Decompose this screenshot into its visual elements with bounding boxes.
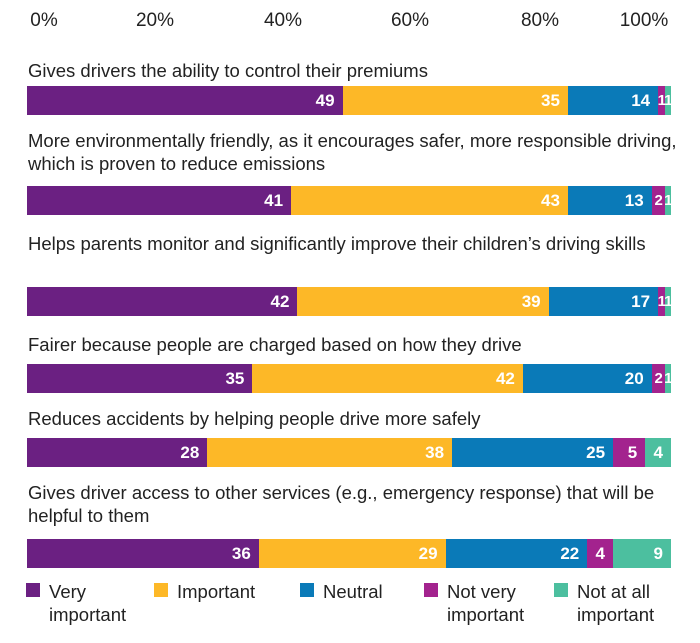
bar-segment — [258, 539, 446, 568]
bar-segment — [613, 438, 646, 467]
bar-segment — [342, 86, 568, 115]
data-label: 2 — [654, 370, 662, 387]
data-label: 5 — [627, 443, 638, 462]
bar-segment — [27, 364, 253, 393]
bar-segment — [613, 539, 671, 568]
legend-label: Important — [177, 581, 256, 602]
data-label: 43 — [541, 191, 560, 210]
bar-segment — [207, 438, 453, 467]
bar-segment — [27, 438, 208, 467]
bar-segment — [664, 86, 671, 115]
bar-row: 49 35 14 1 1 — [27, 86, 672, 115]
x-tick-label: 20% — [135, 10, 175, 31]
data-label: 1 — [664, 293, 672, 310]
bar-segment — [27, 86, 343, 115]
data-label: 42 — [495, 369, 515, 388]
data-label: 1 — [657, 92, 666, 109]
bar-segment — [291, 186, 568, 215]
data-label: 4 — [653, 443, 663, 462]
data-label: 49 — [315, 91, 335, 110]
data-label: 1 — [657, 293, 666, 310]
bar-segment — [567, 86, 659, 115]
data-label: 13 — [624, 191, 644, 210]
category-label: Reduces accidents by helping people driv… — [28, 408, 481, 429]
bar-segment — [658, 287, 665, 316]
data-label: 38 — [425, 443, 445, 462]
x-tick-label: 100% — [619, 10, 669, 31]
data-label: 4 — [595, 544, 606, 563]
data-label: 36 — [231, 544, 251, 563]
data-label: 28 — [180, 443, 200, 462]
bar-row: 28 38 25 5 4 — [27, 438, 671, 467]
bar-segment — [522, 364, 652, 393]
data-label: 29 — [418, 544, 438, 563]
legend-swatch — [26, 583, 40, 597]
bar-segment — [548, 287, 659, 316]
legend-swatch — [424, 583, 438, 597]
bar-segment — [664, 364, 671, 393]
bar-segment — [567, 186, 652, 215]
bar-segment — [252, 364, 523, 393]
bar-segment — [587, 539, 614, 568]
data-label: 35 — [225, 369, 245, 388]
data-label: 20 — [624, 369, 644, 388]
data-label: 17 — [631, 292, 651, 311]
bar-segment — [664, 287, 671, 316]
data-label: 1 — [664, 92, 672, 109]
data-label: 39 — [521, 292, 541, 311]
bar-row: 35 42 20 2 1 — [27, 364, 672, 393]
bar-segment — [651, 186, 665, 215]
category-label: More environmentally friendly, as it enc… — [28, 130, 677, 174]
data-label: 25 — [586, 443, 606, 462]
bar-row: 41 43 13 2 1 — [27, 186, 672, 215]
bar-row: 36 29 22 4 9 — [27, 539, 671, 568]
bar-segment — [27, 287, 298, 316]
data-label: 22 — [560, 544, 580, 563]
bar-segment — [27, 186, 292, 215]
data-label: 41 — [264, 191, 284, 210]
legend-label: Very important — [49, 581, 127, 625]
legend-label: Not at all important — [577, 581, 655, 625]
legend-swatch — [154, 583, 168, 597]
legend: Very important Important Neutral Not very i… — [0, 580, 700, 640]
x-tick-label: 80% — [520, 10, 560, 31]
bar-segment — [452, 438, 614, 467]
legend-swatch — [554, 583, 568, 597]
x-tick-label: 60% — [390, 10, 430, 31]
data-label: 9 — [653, 544, 663, 563]
legend-label: Not very important — [447, 581, 525, 625]
category-label: Gives driver access to other services (e… — [28, 482, 655, 526]
data-label: 14 — [631, 91, 651, 110]
category-label: Helps parents monitor and significantly … — [28, 233, 646, 254]
data-label: 1 — [664, 370, 672, 387]
bar-row: 42 39 17 1 1 — [27, 287, 672, 316]
bar-segment — [645, 438, 671, 467]
bar-segment — [445, 539, 588, 568]
x-tick-label: 0% — [30, 10, 58, 31]
legend-swatch — [300, 583, 314, 597]
x-tick-label: 40% — [263, 10, 303, 31]
bar-segment — [27, 539, 259, 568]
bar-segment — [651, 364, 665, 393]
legend-label: Neutral — [323, 581, 383, 602]
x-axis: 0% 20% 40% 60% 80% 100% — [0, 0, 700, 45]
data-label: 2 — [654, 192, 662, 209]
category-label: Gives drivers the ability to control the… — [28, 60, 428, 81]
data-label: 42 — [270, 292, 290, 311]
bar-segment — [297, 287, 549, 316]
bar-segment — [664, 186, 671, 215]
category-label: Fairer because people are charged based … — [28, 334, 522, 355]
data-label: 35 — [541, 91, 560, 110]
bar-segment — [658, 86, 665, 115]
data-label: 1 — [664, 192, 672, 209]
